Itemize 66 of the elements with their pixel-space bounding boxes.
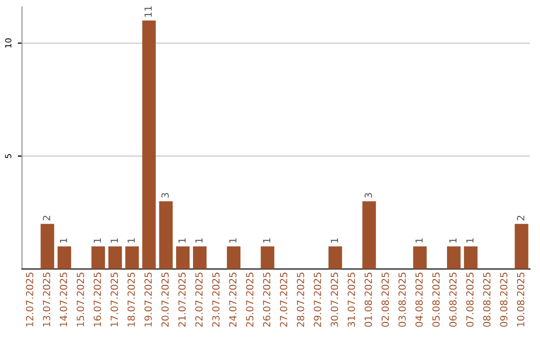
data-label: 1 bbox=[263, 238, 270, 243]
bar bbox=[91, 246, 105, 269]
bar bbox=[226, 246, 240, 269]
bar bbox=[362, 201, 376, 269]
bar bbox=[413, 246, 427, 269]
data-label: 1 bbox=[128, 238, 135, 243]
x-tick-label: 21.07.2025 bbox=[178, 272, 186, 327]
x-tick-label: 13.07.2025 bbox=[42, 272, 50, 326]
x-tick-label: 01.08.2025 bbox=[364, 272, 372, 327]
x-tick-label: 10.08.2025 bbox=[517, 272, 524, 326]
bar bbox=[260, 246, 274, 269]
x-tick-label: 25.07.2025 bbox=[246, 272, 254, 327]
x-tick-label: 08.08.2025 bbox=[483, 272, 490, 327]
x-tick-label: 18.07.2025 bbox=[128, 272, 135, 326]
bar bbox=[328, 246, 342, 269]
bar bbox=[159, 201, 173, 269]
data-label: 1 bbox=[94, 238, 101, 243]
data-label: 2 bbox=[517, 216, 524, 220]
x-tick-label: 15.07.2025 bbox=[76, 272, 84, 326]
data-label: 2 bbox=[42, 216, 50, 220]
x-tick-label: 14.07.2025 bbox=[60, 272, 68, 326]
data-label: 1 bbox=[449, 238, 456, 243]
data-label: 3 bbox=[364, 193, 372, 198]
x-tick-label: 29.07.2025 bbox=[314, 272, 322, 327]
x-tick-label: 03.08.2025 bbox=[398, 272, 406, 327]
x-tick-label: 06.08.2025 bbox=[449, 272, 457, 327]
data-label: 1 bbox=[229, 238, 236, 243]
data-label: 11 bbox=[144, 6, 152, 17]
data-label: 1 bbox=[110, 238, 118, 243]
x-tick-label: 09.08.2025 bbox=[500, 272, 508, 327]
x-tick-label: 31.07.2025 bbox=[348, 272, 356, 327]
x-tick-label: 19.07.2025 bbox=[144, 272, 152, 326]
data-label: 1 bbox=[178, 238, 186, 243]
x-tick-label: 28.07.2025 bbox=[296, 272, 304, 327]
x-tick-label: 26.07.2025 bbox=[263, 272, 270, 327]
bar bbox=[125, 246, 139, 269]
x-tick-label: 30.07.2025 bbox=[330, 272, 338, 327]
x-tick-label: 05.08.2025 bbox=[432, 272, 440, 327]
bar bbox=[447, 246, 461, 269]
data-label: 1 bbox=[60, 238, 68, 243]
bar bbox=[108, 246, 122, 269]
data-label: 1 bbox=[330, 238, 338, 243]
bar bbox=[193, 246, 207, 269]
x-tick-label: 22.07.2025 bbox=[195, 272, 203, 327]
y-tick-label: 10 bbox=[5, 38, 12, 48]
x-tick-label: 24.07.2025 bbox=[229, 272, 236, 327]
x-tick-label: 20.07.2025 bbox=[161, 272, 169, 327]
x-tick-label: 02.08.2025 bbox=[382, 272, 389, 327]
data-label: 1 bbox=[466, 238, 474, 243]
x-tick-label: 17.07.2025 bbox=[110, 272, 118, 326]
x-tick-label: 12.07.2025 bbox=[26, 272, 34, 326]
x-tick-label: 23.07.2025 bbox=[212, 272, 220, 327]
bar bbox=[514, 224, 528, 269]
bar bbox=[58, 246, 72, 269]
bar bbox=[40, 224, 54, 269]
bar bbox=[464, 246, 478, 269]
data-label: 1 bbox=[195, 238, 202, 243]
y-tick-label: 5 bbox=[5, 154, 12, 158]
x-tick-label: 27.07.2025 bbox=[280, 272, 288, 327]
x-tick-label: 16.07.2025 bbox=[94, 272, 102, 326]
bar bbox=[142, 20, 156, 269]
data-label: 3 bbox=[161, 193, 169, 198]
x-tick-label: 07.08.2025 bbox=[466, 272, 474, 327]
x-tick-label: 04.08.2025 bbox=[415, 272, 423, 327]
data-label: 1 bbox=[416, 238, 423, 243]
bar bbox=[176, 246, 190, 269]
